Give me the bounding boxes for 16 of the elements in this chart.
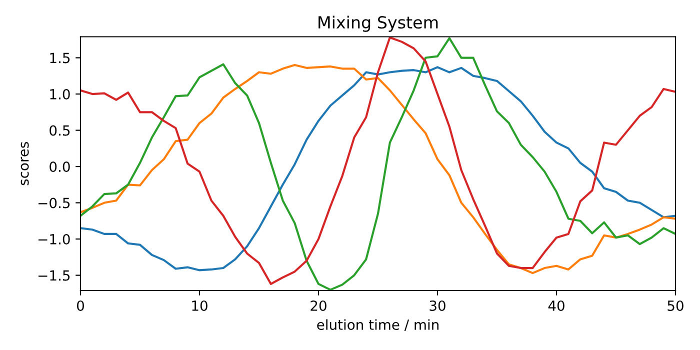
y-tick-label: −0.5	[38, 198, 70, 208]
x-axis-title: elution time / min	[317, 319, 438, 332]
x-tick-label: 40	[548, 300, 564, 311]
y-tick-label: 1.0	[50, 88, 70, 100]
x-tick-label: 10	[192, 300, 208, 311]
y-tick-label: 0.0	[50, 161, 70, 172]
y-tick-label: −1.5	[38, 270, 70, 281]
x-tick-label: 0	[76, 300, 84, 311]
x-tick-label: 50	[668, 300, 684, 311]
x-tick-label: 20	[310, 300, 326, 311]
y-tick-label: 0.5	[50, 125, 70, 136]
x-tick-label: 30	[430, 300, 446, 311]
y-tick-label: −1.0	[38, 234, 70, 244]
chart-title: Mixing System	[318, 16, 438, 32]
y-axis-title: scores	[20, 142, 29, 186]
y-tick-label: 1.5	[50, 52, 70, 64]
